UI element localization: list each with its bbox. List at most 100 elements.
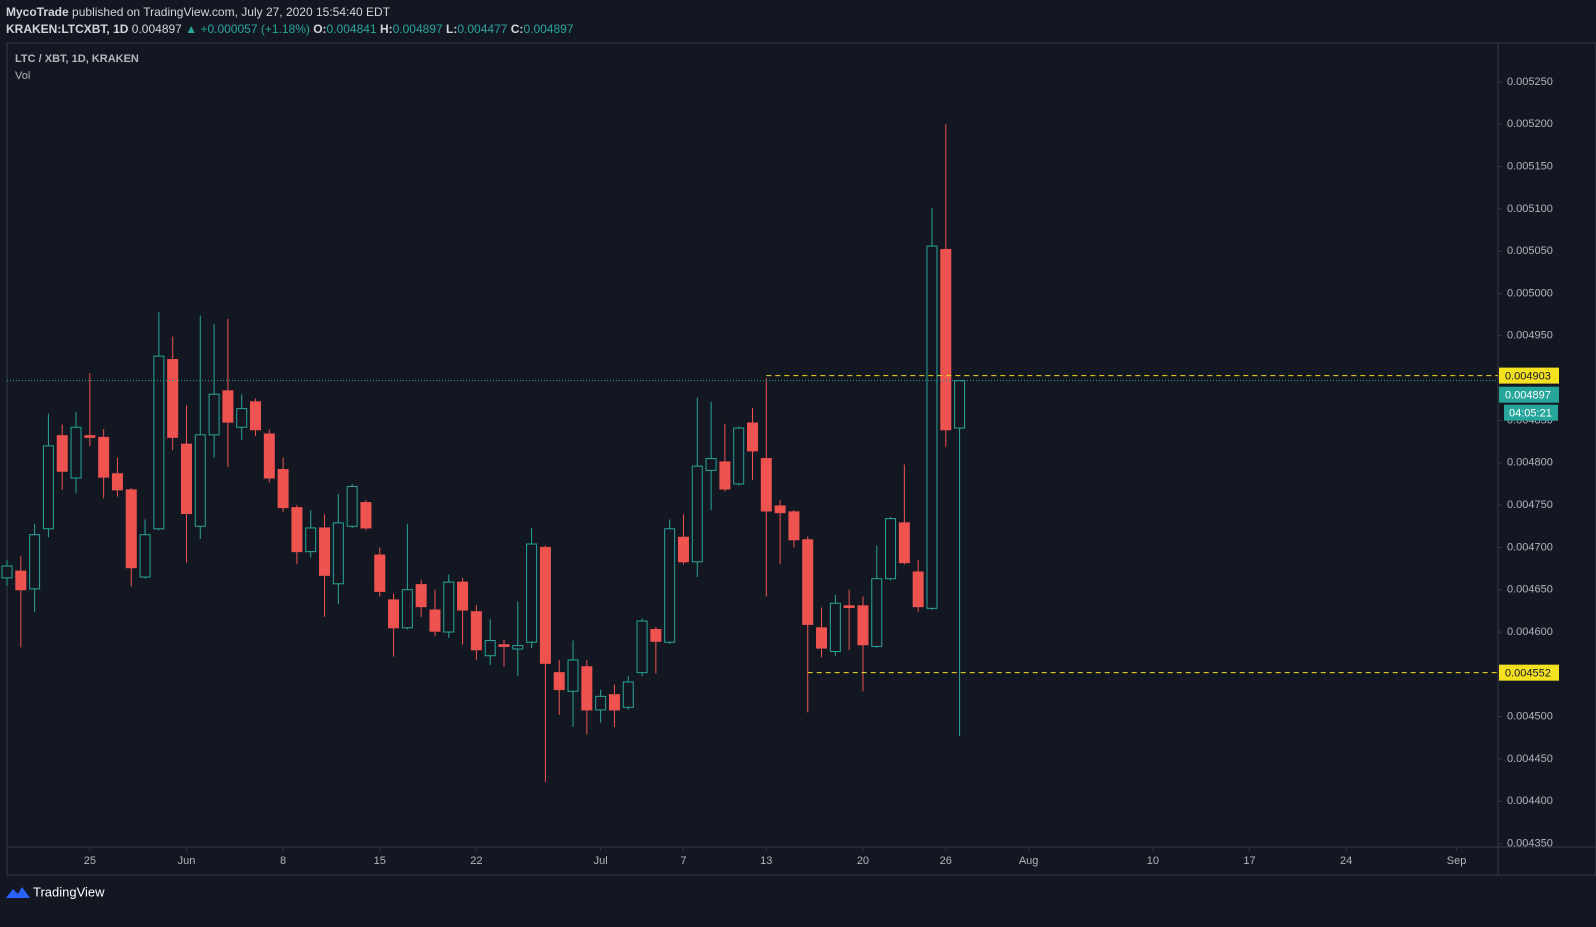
- candle-body: [733, 427, 745, 485]
- publish-line: MycoTrade published on TradingView.com, …: [6, 5, 390, 19]
- candle-body: [719, 461, 731, 490]
- candle-body: [484, 639, 496, 657]
- y-tick-label: 0.004350: [1507, 838, 1553, 850]
- c-value: 0.004897: [523, 22, 574, 36]
- candle-body: [705, 458, 717, 471]
- candle-body: [512, 645, 524, 650]
- l-value: 0.004477: [457, 22, 508, 36]
- y-tick-label: 0.005250: [1507, 76, 1553, 88]
- x-tick-label: 25: [84, 855, 96, 867]
- candle-body: [650, 628, 662, 642]
- l-label: L:: [446, 22, 458, 36]
- candle-body: [56, 435, 68, 472]
- price-label-box: [1499, 367, 1559, 384]
- candle-body: [263, 433, 275, 479]
- candle-body: [940, 249, 952, 431]
- legend-title: LTC / XBT, 1D, KRAKEN: [15, 53, 139, 65]
- candle-body: [595, 695, 607, 711]
- candle-body: [926, 245, 938, 609]
- y-tick-label: 0.005000: [1507, 287, 1553, 299]
- candle-body: [802, 539, 814, 625]
- author: MycoTrade: [6, 5, 69, 19]
- candle-body: [664, 528, 676, 643]
- candle-body: [332, 522, 344, 585]
- countdown: 04:05:21: [1509, 408, 1552, 420]
- last-price-label: 0.004897: [1505, 390, 1551, 402]
- candle-body: [139, 534, 151, 578]
- candle-body: [829, 602, 841, 653]
- y-tick-label: 0.005200: [1507, 118, 1553, 130]
- ohlc-line: KRAKEN:LTCXBT, 1D 0.004897 ▲ +0.000057 (…: [6, 22, 574, 36]
- x-tick-label: 17: [1243, 855, 1255, 867]
- price-label: 0.004903: [1505, 371, 1551, 383]
- candle-body: [912, 571, 924, 608]
- x-tick-label: 26: [940, 855, 952, 867]
- x-tick-label: 15: [374, 855, 386, 867]
- candle-body: [374, 554, 386, 592]
- candle-body: [15, 570, 27, 591]
- countdown-box: [1504, 404, 1558, 421]
- logo: [6, 887, 30, 898]
- y-tick-label: 0.004450: [1507, 753, 1553, 765]
- candle-body: [457, 581, 469, 611]
- candle-body: [167, 359, 179, 438]
- candle-body: [111, 473, 123, 491]
- candle-body: [760, 458, 772, 512]
- y-tick-label: 0.005150: [1507, 160, 1553, 172]
- x-tick-label: Aug: [1019, 855, 1039, 867]
- candle-body: [1, 565, 13, 579]
- y-tick-label: 0.004600: [1507, 626, 1553, 638]
- candle-body: [208, 393, 220, 436]
- arrow: ▲: [185, 22, 198, 36]
- candle-body: [153, 355, 165, 530]
- candle-body: [222, 390, 234, 423]
- y-tick-label: 0.004500: [1507, 711, 1553, 723]
- y-tick-label: 0.005100: [1507, 203, 1553, 215]
- candle-body: [567, 659, 579, 692]
- candle-body: [871, 578, 883, 647]
- x-tick-label: 8: [280, 855, 286, 867]
- price-label: 0.004552: [1505, 668, 1551, 680]
- x-tick-label: Sep: [1447, 855, 1467, 867]
- candle-body: [360, 502, 372, 529]
- candle-body: [415, 584, 427, 608]
- candle-body: [898, 522, 910, 564]
- y-tick-label: 0.005050: [1507, 245, 1553, 257]
- price-label-box: [1499, 664, 1559, 681]
- candle-body: [954, 380, 966, 429]
- x-tick-label: 7: [680, 855, 686, 867]
- o-label: O:: [313, 22, 327, 36]
- candle-body: [70, 426, 82, 479]
- y-tick-label: 0.004750: [1507, 499, 1553, 511]
- candle-body: [236, 408, 248, 428]
- x-tick-label: 22: [470, 855, 482, 867]
- candle-body: [526, 543, 538, 643]
- y-tick-label: 0.004650: [1507, 584, 1553, 596]
- candle-body: [305, 527, 317, 553]
- candle-body: [857, 605, 869, 646]
- candle-body: [250, 401, 261, 431]
- x-tick-label: 13: [760, 855, 772, 867]
- symbol: KRAKEN:LTCXBT, 1D: [6, 22, 129, 36]
- y-tick-label: 0.004700: [1507, 541, 1553, 553]
- candle-body: [346, 485, 358, 527]
- candle-body: [470, 611, 482, 651]
- candle-body: [636, 620, 648, 674]
- candle-body: [29, 534, 41, 590]
- y-tick-label: 0.004950: [1507, 330, 1553, 342]
- published: published on TradingView.com, July 27, 2…: [72, 5, 391, 19]
- candle-body: [816, 627, 828, 649]
- candle-body: [747, 422, 758, 452]
- x-tick-label: 24: [1340, 855, 1352, 867]
- x-tick-label: 20: [857, 855, 869, 867]
- candle-body: [277, 469, 289, 509]
- y-tick-label: 0.004400: [1507, 795, 1553, 807]
- last: 0.004897: [131, 22, 182, 36]
- candle-body: [885, 518, 897, 580]
- x-tick-label: Jul: [594, 855, 608, 867]
- candle-body: [84, 435, 96, 438]
- candle-body: [319, 527, 331, 576]
